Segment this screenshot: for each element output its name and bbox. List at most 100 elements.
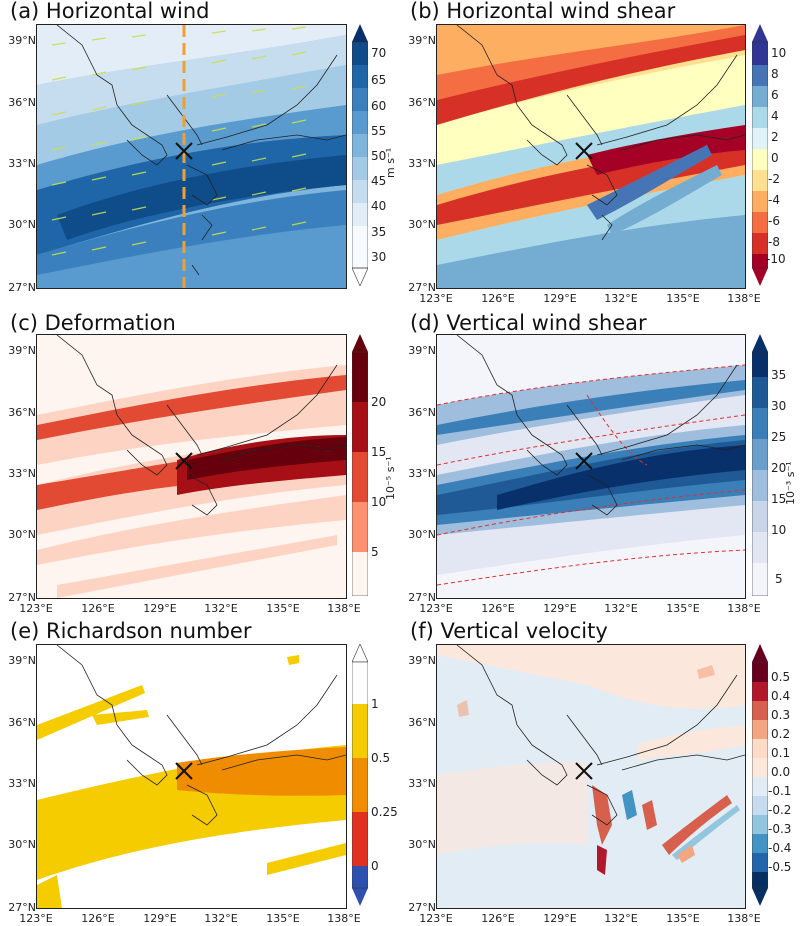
panel-title: (a) Horizontal wind (10, 0, 210, 23)
xtick: 129°E (143, 602, 177, 615)
location-marker (175, 142, 193, 160)
colorbar-tick: 15 (771, 492, 787, 506)
colorbar-tick: 20 (771, 461, 787, 475)
xtick: 132°E (204, 602, 238, 615)
ytick: 33°N (408, 467, 436, 480)
colorbar-tick: 10 (371, 495, 387, 509)
colorbar-tick: 55 (371, 124, 387, 138)
colorbar-unit: 10⁻⁵ s⁻¹ (384, 456, 397, 500)
colorbar-tick: 6 (771, 88, 779, 102)
colorbar-unit: m s⁻¹ (384, 147, 397, 178)
xtick: 126°E (481, 292, 515, 305)
ytick: 36°N (408, 716, 436, 729)
colorbar-tick: -2 (768, 172, 780, 186)
xtick: 126°E (481, 602, 515, 615)
map-vertical-wind-shear (436, 334, 746, 599)
colorbar-tick: 70 (371, 46, 387, 60)
panel-title: (b) Horizontal wind shear (410, 0, 676, 23)
xtick: 126°E (81, 912, 115, 925)
xtick: 138°E (727, 602, 761, 615)
colorbar-tick: 0 (371, 859, 379, 873)
ytick: 39°N (408, 34, 436, 47)
colorbar-tick: 0.5 (771, 670, 791, 684)
ytick: 27°N (8, 281, 36, 294)
colorbar-tick: 10 (771, 46, 787, 60)
ytick: 33°N (408, 157, 436, 170)
colorbar-tick: 20 (371, 395, 387, 409)
ytick: 39°N (8, 344, 36, 357)
colorbar (751, 24, 769, 286)
ytick: 33°N (408, 777, 436, 790)
ytick: 27°N (408, 281, 436, 294)
colorbar-tick: -10 (766, 252, 786, 266)
colorbar-tick: 65 (371, 73, 387, 87)
colorbar-tick: -0.3 (768, 822, 792, 836)
ytick: 39°N (408, 344, 436, 357)
ytick: 33°N (8, 157, 36, 170)
xtick: 126°E (481, 912, 515, 925)
xtick: 123°E (19, 912, 53, 925)
colorbar-tick: 0.0 (771, 765, 791, 779)
colorbar-tick: 0.1 (771, 746, 791, 760)
colorbar-tick: 0 (771, 151, 779, 165)
colorbar-tick: -0.4 (768, 841, 792, 855)
colorbar-tick: 0.2 (771, 727, 791, 741)
xtick: 123°E (19, 602, 53, 615)
colorbar-tick: -0.2 (768, 803, 792, 817)
xtick: 129°E (143, 912, 177, 925)
map-horizontal-wind (36, 24, 347, 289)
colorbar-tick: -8 (768, 235, 780, 249)
colorbar-tick: 25 (771, 430, 787, 444)
map-vertical-velocity (436, 644, 746, 909)
colorbar-tick: 0.25 (371, 805, 398, 819)
colorbar-tick: 8 (771, 67, 779, 81)
colorbar-tick: 30 (771, 399, 787, 413)
ytick: 36°N (408, 406, 436, 419)
xtick: 129°E (543, 602, 577, 615)
xtick: 138°E (727, 912, 761, 925)
ytick: 30°N (408, 218, 436, 231)
panel-title: (c) Deformation (10, 311, 176, 335)
colorbar-tick: 2 (771, 130, 779, 144)
colorbar (351, 24, 369, 287)
colorbar (351, 643, 369, 906)
ytick: 33°N (8, 777, 36, 790)
panel-title: (e) Richardson number (10, 619, 252, 643)
panel-title: (d) Vertical wind shear (410, 311, 647, 335)
ytick: 27°N (8, 901, 36, 914)
colorbar (351, 334, 369, 597)
colorbar-tick: -0.1 (768, 784, 792, 798)
ytick: 30°N (8, 528, 36, 541)
colorbar-tick: 1 (371, 697, 379, 711)
ytick: 36°N (8, 716, 36, 729)
panel-title: (f) Vertical velocity (410, 619, 608, 643)
xtick: 138°E (327, 602, 361, 615)
xtick: 132°E (604, 292, 638, 305)
colorbar-tick: 0.3 (771, 708, 791, 722)
colorbar-tick: 50 (371, 149, 387, 163)
xtick: 129°E (543, 292, 577, 305)
colorbar (751, 644, 769, 906)
colorbar-tick: 5 (775, 572, 783, 586)
xtick: 123°E (419, 602, 453, 615)
colorbar-tick: 5 (371, 545, 379, 559)
xtick: 135°E (666, 292, 700, 305)
xtick: 132°E (204, 912, 238, 925)
ytick: 36°N (408, 96, 436, 109)
colorbar-unit: 10⁻³ s⁻¹ (784, 461, 797, 505)
xtick: 135°E (266, 912, 300, 925)
xtick: 132°E (604, 602, 638, 615)
colorbar-tick: 60 (371, 99, 387, 113)
colorbar-tick: 40 (371, 199, 387, 213)
xtick: 138°E (727, 292, 761, 305)
colorbar-tick: 35 (771, 368, 787, 382)
xtick: 123°E (419, 912, 453, 925)
ytick: 39°N (408, 654, 436, 667)
colorbar-tick: -0.5 (768, 860, 792, 874)
xtick: 123°E (419, 292, 453, 305)
map-richardson-number (36, 644, 347, 909)
colorbar-tick: -4 (768, 193, 780, 207)
ytick: 39°N (8, 34, 36, 47)
ytick: 30°N (408, 838, 436, 851)
colorbar-tick: 35 (371, 225, 387, 239)
